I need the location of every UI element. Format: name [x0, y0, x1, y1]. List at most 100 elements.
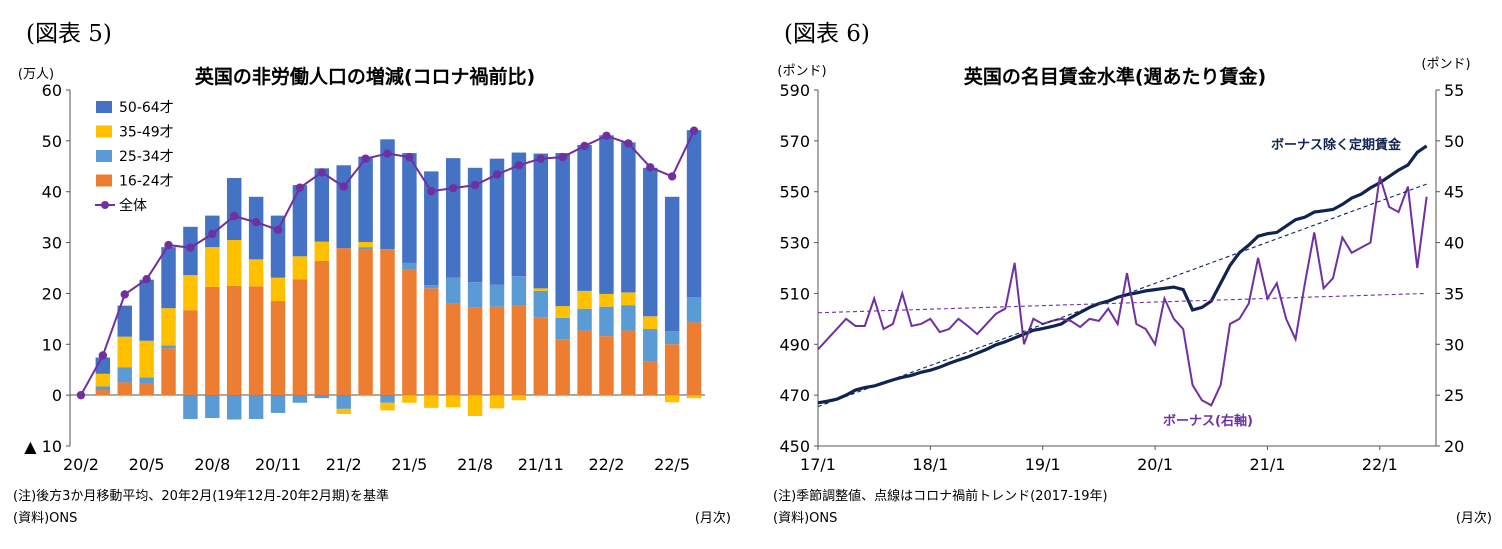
bar-25-34才 [183, 395, 198, 420]
bar-50-64才 [533, 153, 549, 289]
left-x-tick-label: 20/5 [129, 455, 165, 474]
bar-25-34才 [621, 305, 636, 331]
legend-swatch-16-24才 [96, 174, 112, 187]
bar-50-64才 [664, 196, 680, 332]
left-figure-label: (図表 5) [26, 21, 112, 47]
total-point [295, 183, 305, 192]
bar-16-24才 [270, 301, 286, 396]
left-x-tick-label: 20/11 [255, 455, 301, 474]
total-point [317, 168, 327, 177]
left-x-tick-label: 21/2 [326, 455, 362, 474]
total-point [667, 172, 677, 181]
right-note: (注)季節調整値、点線はコロナ禍前トレンド(2017-19年) [773, 488, 1108, 504]
bar-50-64才 [577, 144, 592, 291]
bar-25-34才 [205, 395, 220, 419]
right-x-tick-label: 21/1 [1249, 455, 1285, 474]
left-y-unit: (万人) [18, 67, 54, 82]
right-y-tick-label-right: 20 [1444, 437, 1464, 456]
bar-25-34才 [489, 284, 505, 307]
bar-50-64才 [555, 153, 570, 307]
bar-25-34才 [292, 395, 308, 403]
total-point [339, 182, 348, 191]
bar-16-24才 [599, 336, 614, 396]
left-y-tick-label: 20 [42, 284, 62, 303]
total-point [164, 240, 173, 250]
right-y-tick-label-left: 570 [779, 132, 810, 151]
bar-35-49才 [445, 395, 461, 408]
bar-16-24才 [336, 248, 351, 396]
bar-35-49才 [336, 408, 351, 414]
bar-25-34才 [533, 290, 549, 318]
bar-50-64才 [314, 168, 330, 242]
total-point [427, 187, 436, 196]
right-x-tick-label: 17/1 [800, 455, 836, 474]
bar-35-49才 [292, 256, 308, 280]
series-line-トレンド(定期賃金) [817, 183, 1427, 408]
bar-25-34才 [402, 262, 417, 270]
bar-35-49才 [139, 340, 154, 378]
bar-25-34才 [161, 345, 176, 349]
bar-35-49才 [358, 242, 373, 248]
bar-35-49才 [489, 395, 505, 409]
total-point [448, 183, 458, 193]
right-x-tick-label: 22/1 [1362, 455, 1398, 474]
total-point [383, 149, 392, 158]
bar-50-64才 [599, 135, 614, 294]
left-x-tick-label: 22/5 [654, 455, 690, 474]
right-y-tick-label-right: 30 [1444, 335, 1464, 354]
right-x-tick-label: 20/1 [1137, 455, 1173, 474]
total-point [514, 161, 524, 170]
right-y-ticks-right: 20 25 30 35 40 45 50 55 [1436, 81, 1464, 456]
total-point [689, 126, 699, 135]
legend-swatch-50-64才 [96, 101, 112, 113]
bar-50-64才 [336, 165, 351, 249]
bar-25-34才 [139, 377, 154, 384]
right-y-tick-label-left: 450 [779, 437, 810, 456]
left-x-ticks: 20/2 20/5 20/8 20/11 21/2 21/5 21/8 21/11 22/2 22… [63, 455, 690, 474]
left-y-ticks: ▲ 10 0 10 20 30 40 50 60 [24, 81, 70, 456]
right-y-unit-left: (ポンド) [777, 64, 826, 79]
annotation-bonus: ボーナス(右軸) [1163, 413, 1253, 429]
bar-50-64才 [226, 177, 242, 241]
left-x-unit: (月次) [695, 510, 731, 526]
right-y-tick-label-right: 25 [1444, 386, 1464, 405]
bar-16-24才 [358, 249, 373, 396]
left-panel: (図表 5) 英国の非労働人口の増減(コロナ禍前比) (万人) ▲ 10 0 10 2… [0, 0, 750, 549]
total-point [142, 274, 151, 284]
bar-50-64才 [358, 156, 373, 243]
bar-16-24才 [511, 305, 527, 396]
total-point [120, 290, 129, 299]
left-x-tick-label: 21/5 [391, 455, 427, 474]
left-x-tick-label: 22/2 [588, 455, 624, 474]
annotation-regular-pay: ボーナス除く定期賃金 [1271, 137, 1402, 153]
bar-50-64才 [161, 247, 176, 309]
right-source: (資料)ONS [773, 511, 837, 526]
bar-16-24才 [183, 310, 198, 396]
bar-16-24才 [380, 249, 395, 396]
bar-25-34才 [445, 277, 461, 304]
legend-label: 35-49才 [119, 125, 174, 141]
right-y-ticks-left: 450 470 490 510 530 550 570 590 [779, 81, 818, 456]
bar-35-49才 [686, 395, 702, 399]
series-line-ボーナス(右軸) [817, 176, 1428, 407]
bar-25-34才 [95, 386, 111, 391]
left-chart-title: 英国の非労働人口の増減(コロナ禍前比) [195, 65, 535, 88]
left-y-tick-label: 60 [42, 81, 62, 100]
bar-25-34才 [117, 367, 132, 383]
bar-50-64才 [511, 152, 527, 277]
bar-35-49才 [533, 288, 549, 291]
left-total-markers [76, 126, 699, 400]
total-point [580, 141, 589, 151]
bar-16-24才 [664, 344, 680, 396]
right-y-tick-label-right: 55 [1444, 81, 1464, 100]
bar-35-49才 [599, 293, 614, 307]
bar-25-34才 [686, 296, 702, 323]
left-y-tick-label: ▲ 10 [24, 437, 62, 456]
series-line-トレンド(ボーナス) [817, 292, 1427, 314]
total-point [186, 243, 195, 252]
bar-16-24才 [139, 383, 154, 396]
left-x-tick-label: 20/8 [194, 455, 230, 474]
left-x-tick-label: 21/11 [518, 455, 564, 474]
bar-16-24才 [314, 260, 330, 396]
